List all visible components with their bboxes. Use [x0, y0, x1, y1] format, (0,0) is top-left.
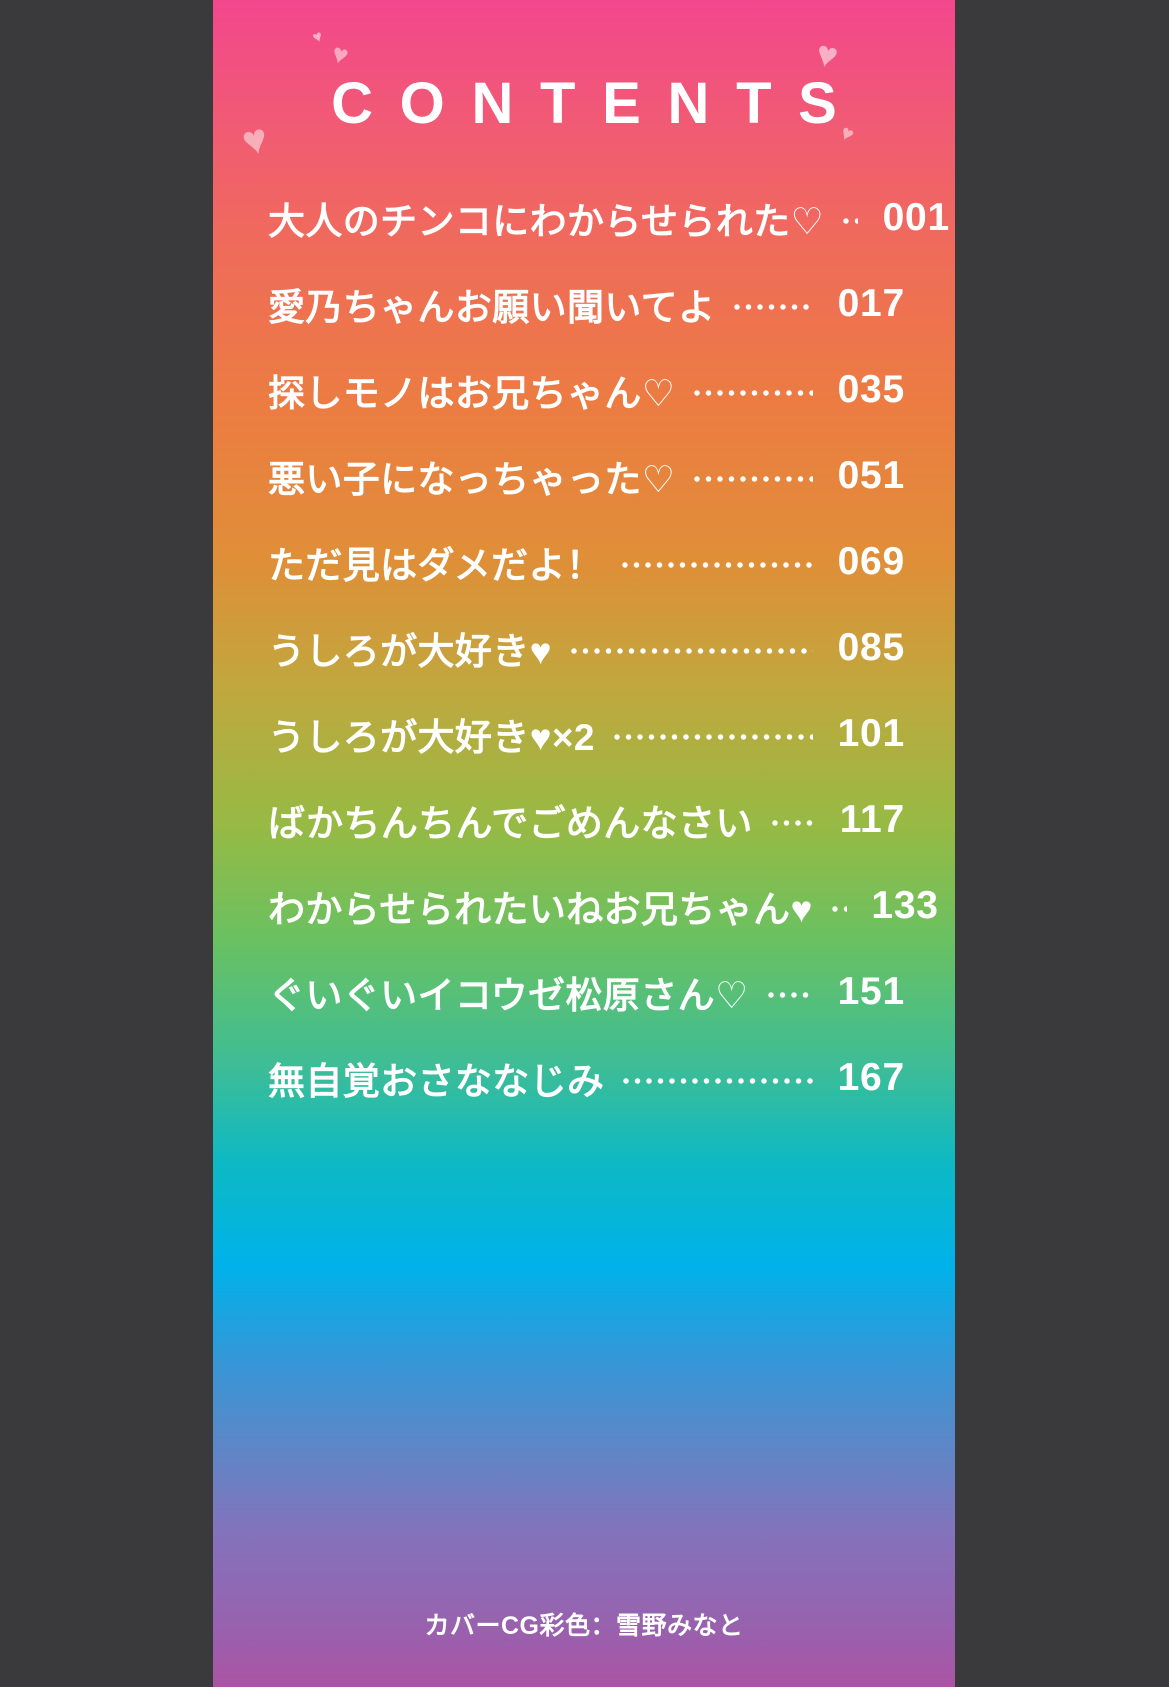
table-of-contents: 大人のチンコにわからせられた♡ 001 愛乃ちゃんお願い聞いてよ 017 探しモ…	[268, 175, 949, 1121]
toc-entry: 探しモノはお兄ちゃん♡ 035	[268, 347, 905, 433]
page-number: 069	[837, 540, 905, 583]
toc-entry: ただ見はダメだよ！ 069	[268, 519, 905, 605]
toc-entry: わからせられたいねお兄ちゃん♥ 133	[268, 863, 938, 949]
page-number: 051	[837, 454, 905, 497]
contents-page: ♥ ♥ ♥ ♥ ♥ CONTENTS 大人のチンコにわからせられた♡ 001 愛…	[213, 0, 955, 1687]
dotted-leader	[621, 561, 813, 569]
chapter-title: ぐいぐいイコウゼ松原さん♡	[268, 975, 749, 1016]
dotted-leader	[569, 647, 813, 655]
toc-entry: うしろが大好き♥×2 101	[268, 691, 905, 777]
dotted-leader	[612, 733, 813, 741]
toc-entry: うしろが大好き♥ 085	[268, 605, 905, 691]
dotted-leader	[841, 217, 858, 225]
chapter-title: ただ見はダメだよ！	[268, 545, 604, 586]
toc-entry: 愛乃ちゃんお願い聞いてよ 017	[268, 261, 905, 347]
page-number: 167	[837, 1056, 905, 1099]
toc-entry: ぐいぐいイコウゼ松原さん♡ 151	[268, 949, 905, 1035]
page-number: 085	[837, 626, 905, 669]
chapter-title: うしろが大好き♥	[268, 631, 552, 672]
toc-entry: 無自覚おさななじみ 167	[268, 1035, 905, 1121]
toc-entry: ばかちんちんでごめんなさい 117	[268, 777, 905, 863]
chapter-title: 無自覚おさななじみ	[268, 1061, 605, 1102]
page-number: 133	[871, 884, 939, 927]
page-title: CONTENTS	[331, 71, 864, 136]
heart-icon: ♥	[811, 32, 843, 77]
dotted-leader	[622, 1077, 813, 1085]
page-number: 117	[839, 798, 905, 841]
dotted-leader	[733, 303, 813, 311]
chapter-title: 大人のチンコにわからせられた♡	[268, 201, 824, 242]
heart-icon: ♥	[328, 37, 352, 72]
page-number: 101	[837, 712, 905, 755]
page-number: 001	[882, 196, 950, 239]
chapter-title: わからせられたいねお兄ちゃん♥	[268, 889, 813, 930]
page-number: 035	[837, 368, 905, 411]
chapter-title: ばかちんちんでごめんなさい	[268, 803, 753, 844]
dotted-leader	[693, 475, 813, 483]
dotted-leader	[830, 905, 847, 913]
heart-icon: ♥	[310, 27, 326, 48]
chapter-title: 探しモノはお兄ちゃん♡	[268, 373, 676, 414]
chapter-title: うしろが大好き♥×2	[268, 717, 595, 758]
toc-entry: 悪い子になっちゃった♡ 051	[268, 433, 905, 519]
dotted-leader	[766, 991, 813, 999]
dotted-leader	[693, 389, 813, 397]
cover-credit-text: カバーCG彩色：雪野みなと	[424, 1612, 744, 1640]
page-number: 017	[837, 282, 905, 325]
dotted-leader	[770, 819, 813, 827]
toc-entry: 大人のチンコにわからせられた♡ 001	[268, 175, 949, 261]
chapter-title: 愛乃ちゃんお願い聞いてよ	[268, 287, 716, 328]
chapter-title: 悪い子になっちゃった♡	[268, 459, 676, 500]
page-number: 151	[837, 970, 905, 1013]
